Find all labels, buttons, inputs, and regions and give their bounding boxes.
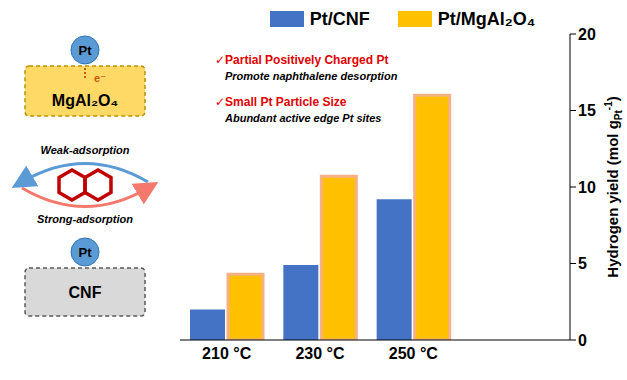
html-text:Pt/MgAl₂O₄: Pt/MgAl₂O₄ (437, 8, 536, 29)
svg-text:Pt: Pt (79, 245, 93, 260)
svg-text:15: 15 (578, 102, 596, 119)
svg-text:Hydrogen yield (mol gPt-1): Hydrogen yield (mol gPt-1) (603, 96, 624, 277)
svg-text:Strong-adsorption: Strong-adsorption (37, 213, 133, 225)
svg-text:Weak-adsorption: Weak-adsorption (40, 144, 129, 156)
html-text:Pt/CNF: Pt/CNF (309, 8, 370, 29)
svg-text:✓Partial Positively Charged Pt: ✓Partial Positively Charged Pt (215, 53, 388, 67)
svg-text:5: 5 (578, 255, 587, 272)
svg-text:MgAl₂O₄: MgAl₂O₄ (52, 92, 118, 109)
svg-text:Promote naphthalene desorption: Promote naphthalene desorption (225, 70, 398, 82)
svg-text:230 °C: 230 °C (295, 345, 345, 362)
svg-text:0: 0 (578, 332, 587, 349)
svg-text:10: 10 (578, 179, 596, 196)
svg-text:210 °C: 210 °C (202, 345, 252, 362)
svg-text:20: 20 (578, 26, 596, 43)
svg-text:250 °C: 250 °C (389, 345, 439, 362)
svg-text:Pt: Pt (79, 43, 93, 58)
svg-text:✓Small Pt Particle Size: ✓Small Pt Particle Size (215, 95, 347, 109)
svg-text:e⁻: e⁻ (94, 72, 106, 84)
svg-text:Abundant active edge Pt sites: Abundant active edge Pt sites (224, 112, 381, 124)
svg-text:CNF: CNF (69, 284, 102, 301)
